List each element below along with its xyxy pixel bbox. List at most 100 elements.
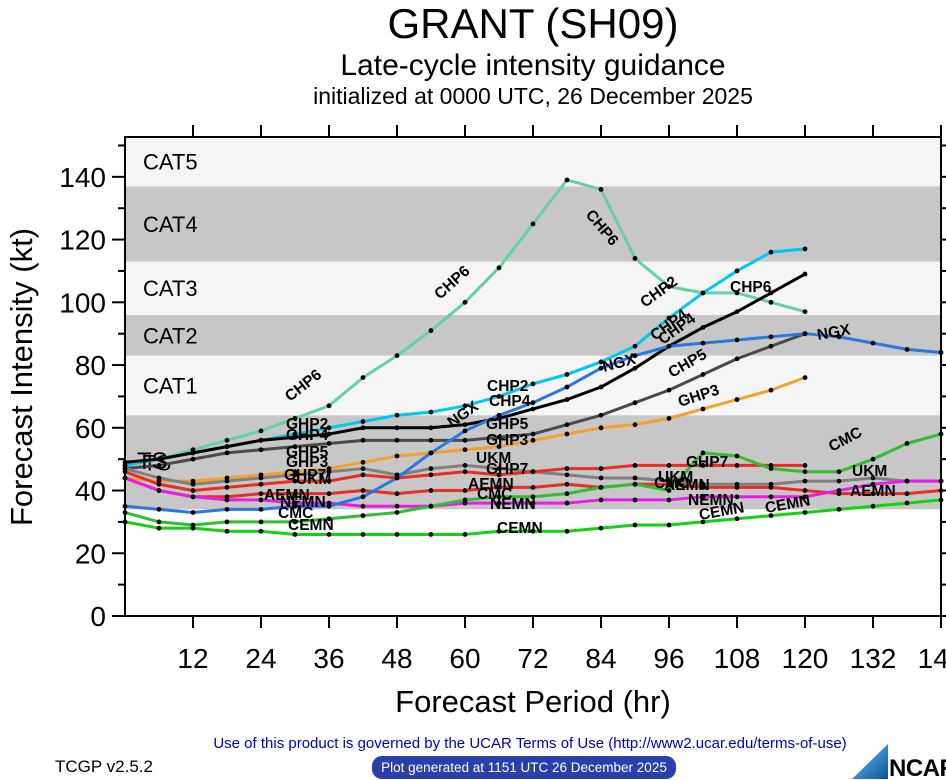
x-tick-label: 48 xyxy=(381,643,412,674)
data-point-NGX xyxy=(462,428,468,434)
data-point-CMC xyxy=(768,466,774,471)
data-point-CMC xyxy=(564,491,570,497)
data-point-GHP7 xyxy=(666,463,672,468)
data-points xyxy=(122,177,944,537)
data-point-CHP6 xyxy=(292,415,298,421)
model-label-NEMN: NEMN xyxy=(280,494,326,511)
data-point-UKM xyxy=(496,466,502,471)
data-point-NEMN xyxy=(632,497,638,503)
data-point-CHP4 xyxy=(428,425,434,431)
data-point-CHP6 xyxy=(734,290,740,296)
data-point-CMC xyxy=(632,481,638,487)
data-point-NGX xyxy=(666,343,672,349)
data-point-NGX xyxy=(632,353,638,359)
data-point-AEMN xyxy=(904,491,910,497)
data-point-CEMN xyxy=(870,503,876,509)
data-point-CHP5 xyxy=(564,422,570,428)
init-time-label: initialized at 0000 UTC, 26 December 202… xyxy=(313,83,753,109)
data-point-GHP3 xyxy=(700,406,706,412)
data-point-CHP6 xyxy=(598,186,604,192)
data-point-CMC xyxy=(598,484,604,490)
ucar-terms-link[interactable]: Use of this product is governed by the U… xyxy=(213,735,846,752)
data-point-NEMN xyxy=(598,497,604,503)
data-point-CHP2 xyxy=(598,359,604,365)
x-tick-label: 60 xyxy=(449,643,480,674)
data-point-CMC xyxy=(224,519,230,525)
data-point-CMC xyxy=(156,519,162,525)
data-point-NEMN xyxy=(156,488,162,493)
data-point-NEMN xyxy=(530,500,536,506)
data-point-UKM xyxy=(598,475,604,481)
data-point-GHP3 xyxy=(734,397,740,402)
model-label-NEMN: NEMN xyxy=(490,496,536,513)
data-point-AEMN xyxy=(496,484,502,490)
data-point-CHP5 xyxy=(530,431,536,437)
model-label-UKM: UKM xyxy=(852,463,887,480)
data-point-GHP7 xyxy=(258,481,264,487)
data-point-CMC xyxy=(496,494,502,500)
data-point-NGX xyxy=(836,334,842,340)
data-point-NGX xyxy=(768,334,774,340)
x-tick-label: 132 xyxy=(850,643,897,674)
category-label-CAT3: CAT3 xyxy=(143,276,198,301)
model-label-GHP7: GHP7 xyxy=(486,461,528,478)
data-point-CEMN xyxy=(326,532,332,537)
generated-time-label: Plot generated at 1151 UTC 26 December 2… xyxy=(381,760,667,775)
model-label-GHP7: GHP7 xyxy=(686,454,728,471)
data-point-NEMN xyxy=(564,500,570,506)
tcgp-version-label: TCGP v2.5.2 xyxy=(55,757,153,776)
data-point-NEMN xyxy=(734,494,740,500)
data-point-CMC xyxy=(530,494,536,500)
data-point-NGX xyxy=(190,510,196,515)
ncar-logo-text: NCAR xyxy=(889,755,946,780)
category-label-CAT5: CAT5 xyxy=(143,150,198,175)
data-point-GHP7 xyxy=(802,463,808,468)
data-point-CHP6 xyxy=(258,428,264,434)
data-point-GHP3 xyxy=(666,415,672,421)
data-point-AEMN xyxy=(768,484,774,490)
data-point-CMC xyxy=(360,513,366,519)
x-tick-label: 72 xyxy=(517,643,548,674)
data-point-NEMN xyxy=(870,481,876,487)
data-point-GHP3 xyxy=(598,425,604,431)
data-point-CHP6 xyxy=(394,353,400,359)
data-point-NEMN xyxy=(802,494,808,500)
data-point-CMC xyxy=(734,453,740,459)
data-point-NEMN xyxy=(394,503,400,509)
data-point-CHP4 xyxy=(156,456,162,462)
category-label-CAT4: CAT4 xyxy=(143,212,198,237)
data-point-UKM xyxy=(870,475,876,481)
data-point-GHP7 xyxy=(360,472,366,478)
data-point-NGX xyxy=(224,506,230,512)
y-tick-label: 120 xyxy=(59,225,106,256)
data-point-AEMN xyxy=(734,484,740,490)
model-label-AEMN: AEMN xyxy=(264,487,310,504)
data-point-CHP6 xyxy=(802,309,808,315)
data-point-GHP7 xyxy=(326,478,332,484)
data-point-CEMN xyxy=(496,528,502,534)
data-point-NGX xyxy=(496,412,502,418)
data-point-CMC xyxy=(326,516,332,522)
data-point-CHP5 xyxy=(394,437,400,443)
data-point-NGX xyxy=(292,503,298,509)
data-point-GHP7 xyxy=(190,488,196,493)
data-point-GHP7 xyxy=(632,463,638,468)
data-point-NEMN xyxy=(496,500,502,506)
data-point-CHP2 xyxy=(428,409,434,415)
data-point-CMC xyxy=(666,488,672,493)
data-point-AEMN xyxy=(802,488,808,493)
data-point-CHP2 xyxy=(700,290,706,296)
category-label-CAT1: CAT1 xyxy=(143,373,198,398)
model-label-GHP2: GHP2 xyxy=(286,416,328,433)
data-point-CHP4 xyxy=(360,425,366,431)
data-point-CHP4 xyxy=(326,431,332,437)
data-point-CEMN xyxy=(904,500,910,506)
data-point-AEMN xyxy=(394,491,400,497)
data-point-CHP4 xyxy=(598,384,604,390)
data-point-GHP3 xyxy=(394,453,400,459)
data-point-CHP4 xyxy=(530,406,536,412)
data-point-CEMN xyxy=(666,522,672,528)
data-point-UKM xyxy=(428,466,434,471)
model-label-UKM: UKM xyxy=(658,469,693,486)
data-point-CHP6 xyxy=(462,299,468,305)
